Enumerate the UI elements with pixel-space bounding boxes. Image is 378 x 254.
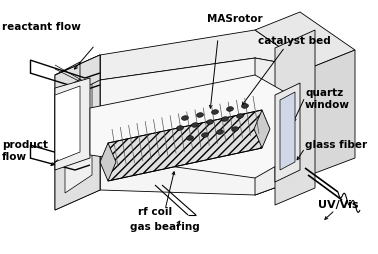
Polygon shape xyxy=(280,92,295,170)
Polygon shape xyxy=(108,110,262,181)
Ellipse shape xyxy=(201,133,209,137)
Polygon shape xyxy=(55,78,90,170)
Text: rf coil: rf coil xyxy=(138,207,172,217)
Polygon shape xyxy=(254,110,270,148)
Polygon shape xyxy=(100,58,310,195)
Polygon shape xyxy=(55,55,100,90)
Text: UV/Vis: UV/Vis xyxy=(318,200,358,210)
Ellipse shape xyxy=(232,127,239,131)
Polygon shape xyxy=(255,12,355,68)
Polygon shape xyxy=(255,58,310,195)
Text: MASrotor: MASrotor xyxy=(207,14,263,24)
Ellipse shape xyxy=(181,116,189,120)
Ellipse shape xyxy=(212,110,218,114)
Ellipse shape xyxy=(186,136,194,140)
Ellipse shape xyxy=(192,123,198,127)
Polygon shape xyxy=(55,55,100,210)
Ellipse shape xyxy=(206,120,214,124)
Polygon shape xyxy=(55,55,100,210)
Ellipse shape xyxy=(177,126,183,130)
Text: gas bearing: gas bearing xyxy=(130,222,200,232)
Polygon shape xyxy=(65,72,92,193)
Text: catalyst bed: catalyst bed xyxy=(258,36,331,46)
Polygon shape xyxy=(255,58,310,195)
Ellipse shape xyxy=(197,113,203,117)
Polygon shape xyxy=(100,30,310,95)
Text: quartz
window: quartz window xyxy=(305,88,350,110)
Polygon shape xyxy=(310,50,355,175)
Polygon shape xyxy=(275,83,300,182)
Text: glass fiber: glass fiber xyxy=(305,140,367,150)
Ellipse shape xyxy=(226,107,234,111)
Ellipse shape xyxy=(222,117,228,121)
Ellipse shape xyxy=(217,130,223,134)
Polygon shape xyxy=(90,75,290,178)
Text: reactant flow: reactant flow xyxy=(2,22,81,32)
Polygon shape xyxy=(100,143,116,181)
Polygon shape xyxy=(275,30,315,205)
Text: product
flow: product flow xyxy=(2,140,48,162)
Polygon shape xyxy=(55,86,80,162)
Ellipse shape xyxy=(242,104,248,108)
Ellipse shape xyxy=(237,114,243,118)
